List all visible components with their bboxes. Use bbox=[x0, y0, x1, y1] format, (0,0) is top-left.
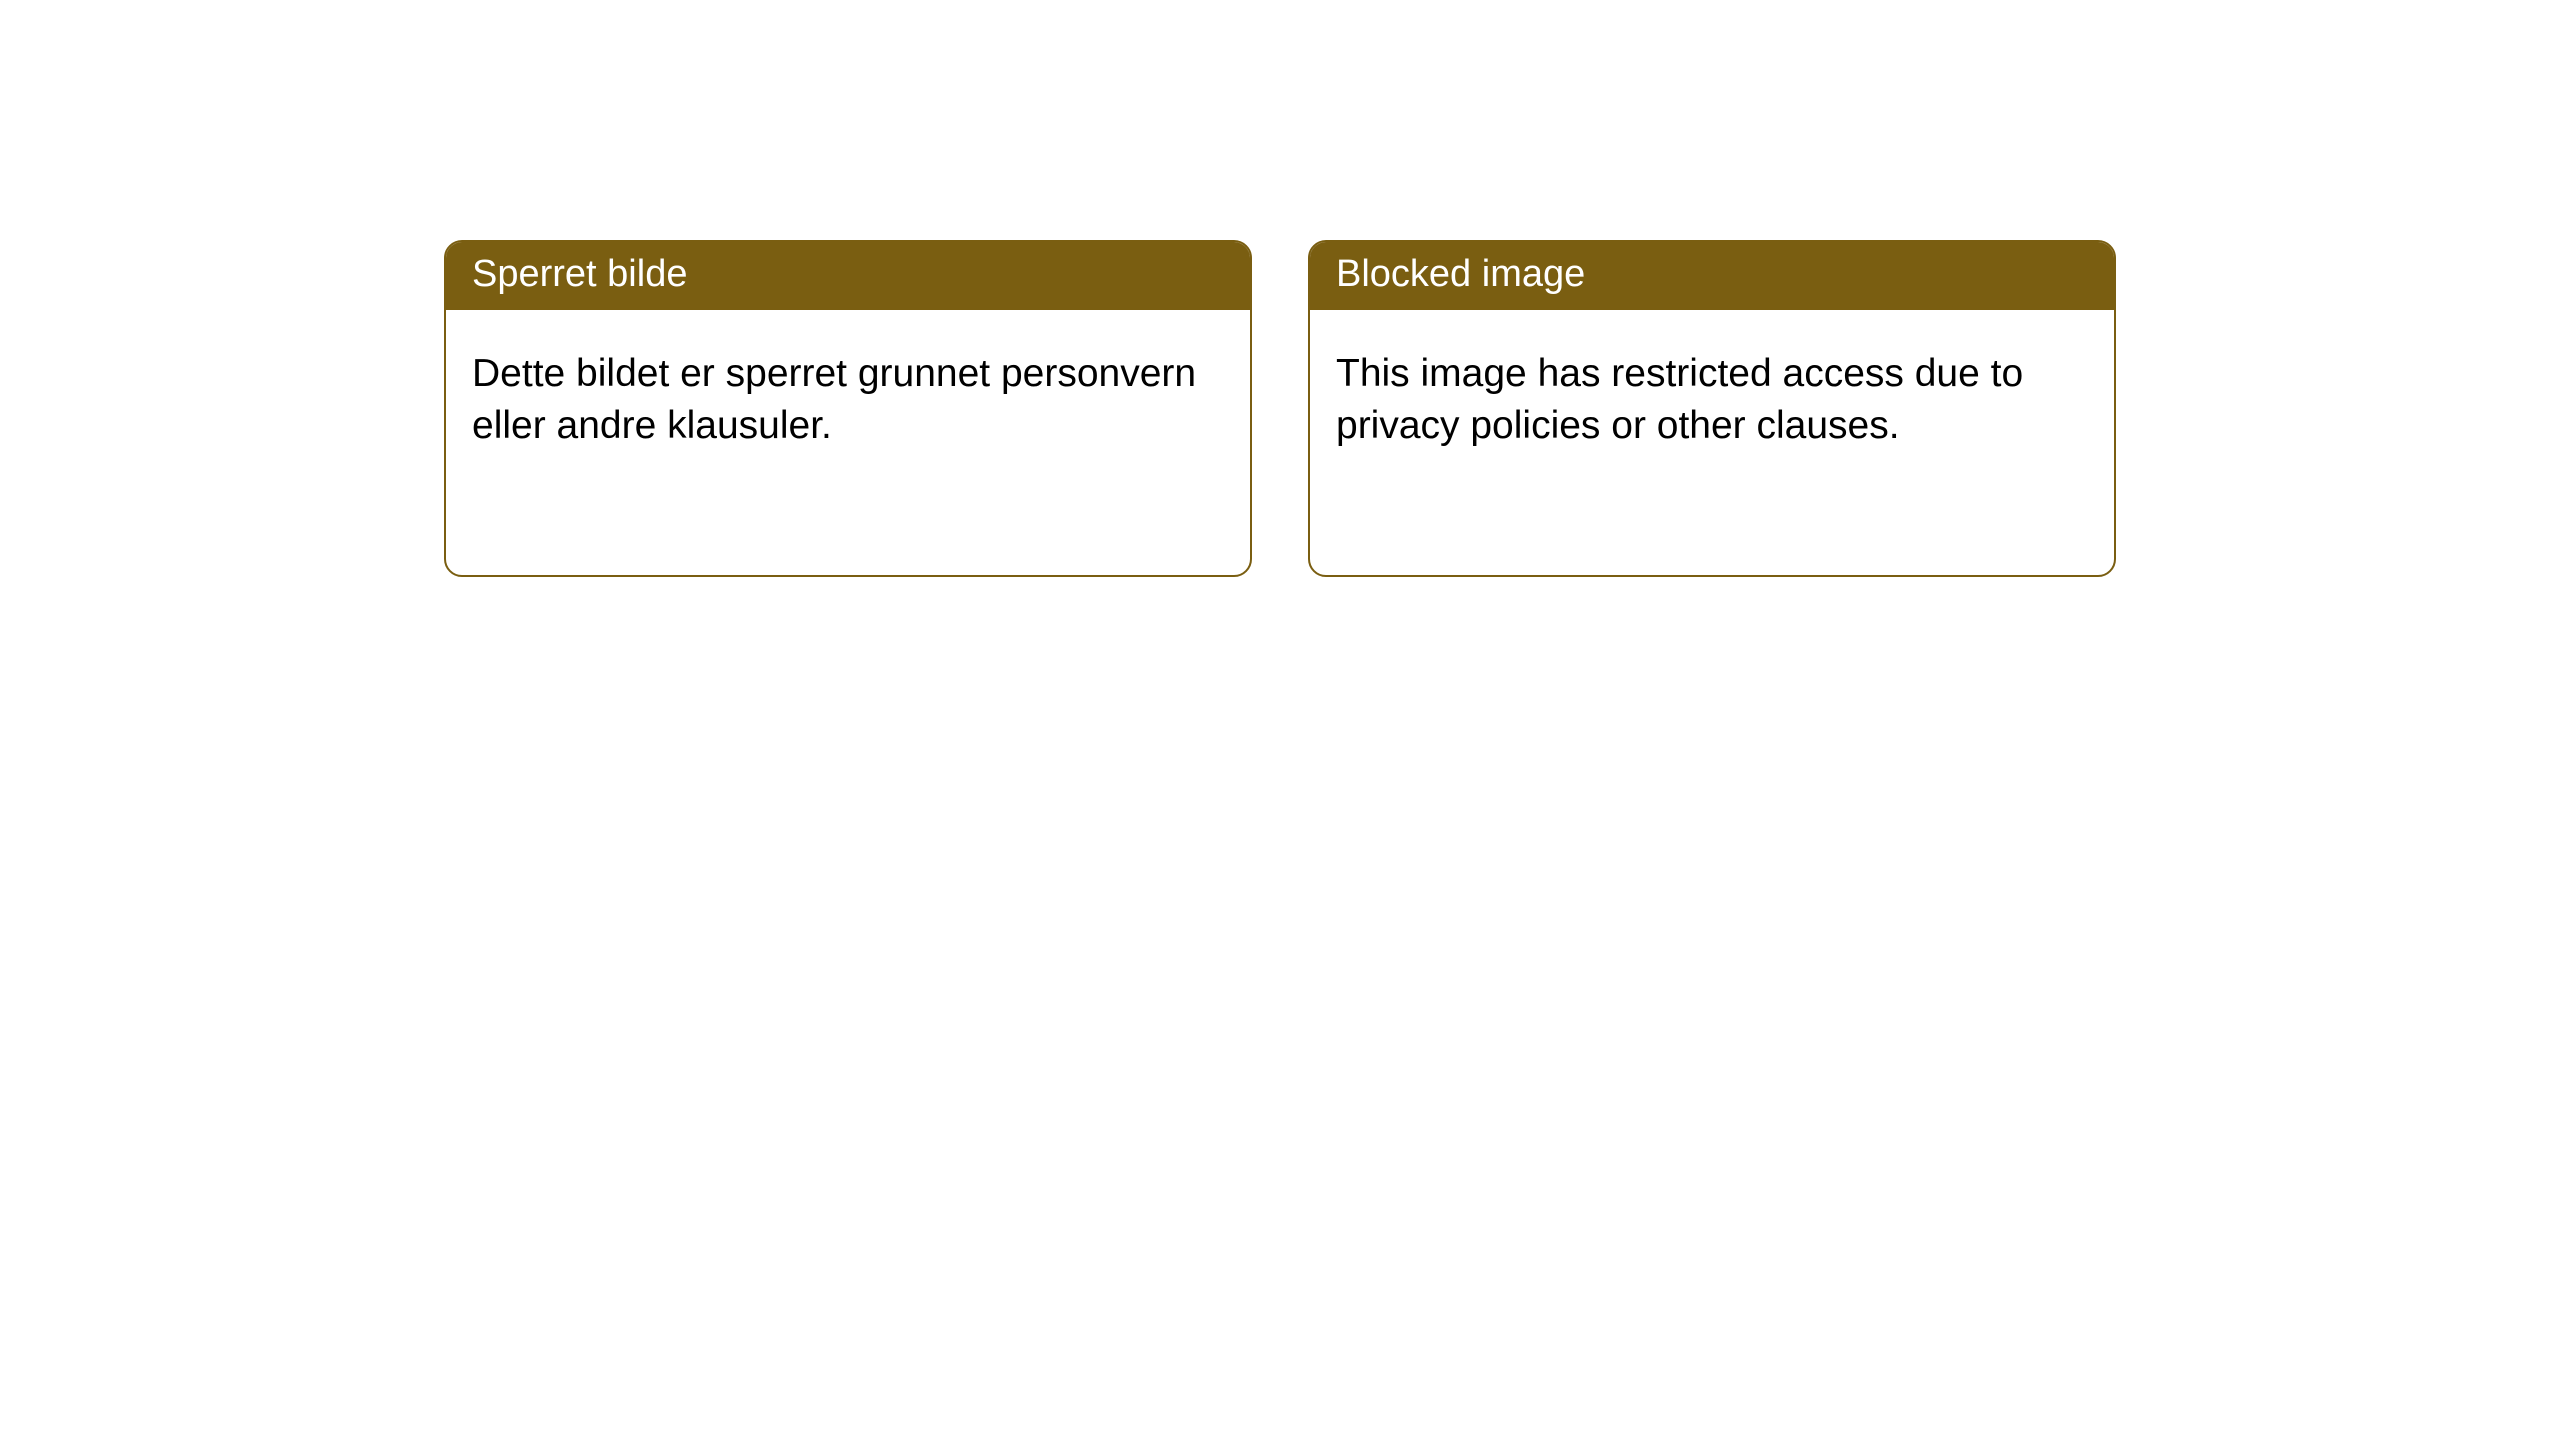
card-body: Dette bildet er sperret grunnet personve… bbox=[446, 310, 1250, 491]
card-body: This image has restricted access due to … bbox=[1310, 310, 2114, 491]
card-body-text: This image has restricted access due to … bbox=[1336, 352, 2023, 447]
card-header: Blocked image bbox=[1310, 242, 2114, 310]
blocked-image-card-no: Sperret bilde Dette bildet er sperret gr… bbox=[444, 240, 1252, 577]
card-title: Sperret bilde bbox=[472, 253, 687, 295]
cards-container: Sperret bilde Dette bildet er sperret gr… bbox=[444, 240, 2116, 1440]
card-title: Blocked image bbox=[1336, 253, 1585, 295]
blocked-image-card-en: Blocked image This image has restricted … bbox=[1308, 240, 2116, 577]
card-body-text: Dette bildet er sperret grunnet personve… bbox=[472, 352, 1196, 447]
card-header: Sperret bilde bbox=[446, 242, 1250, 310]
